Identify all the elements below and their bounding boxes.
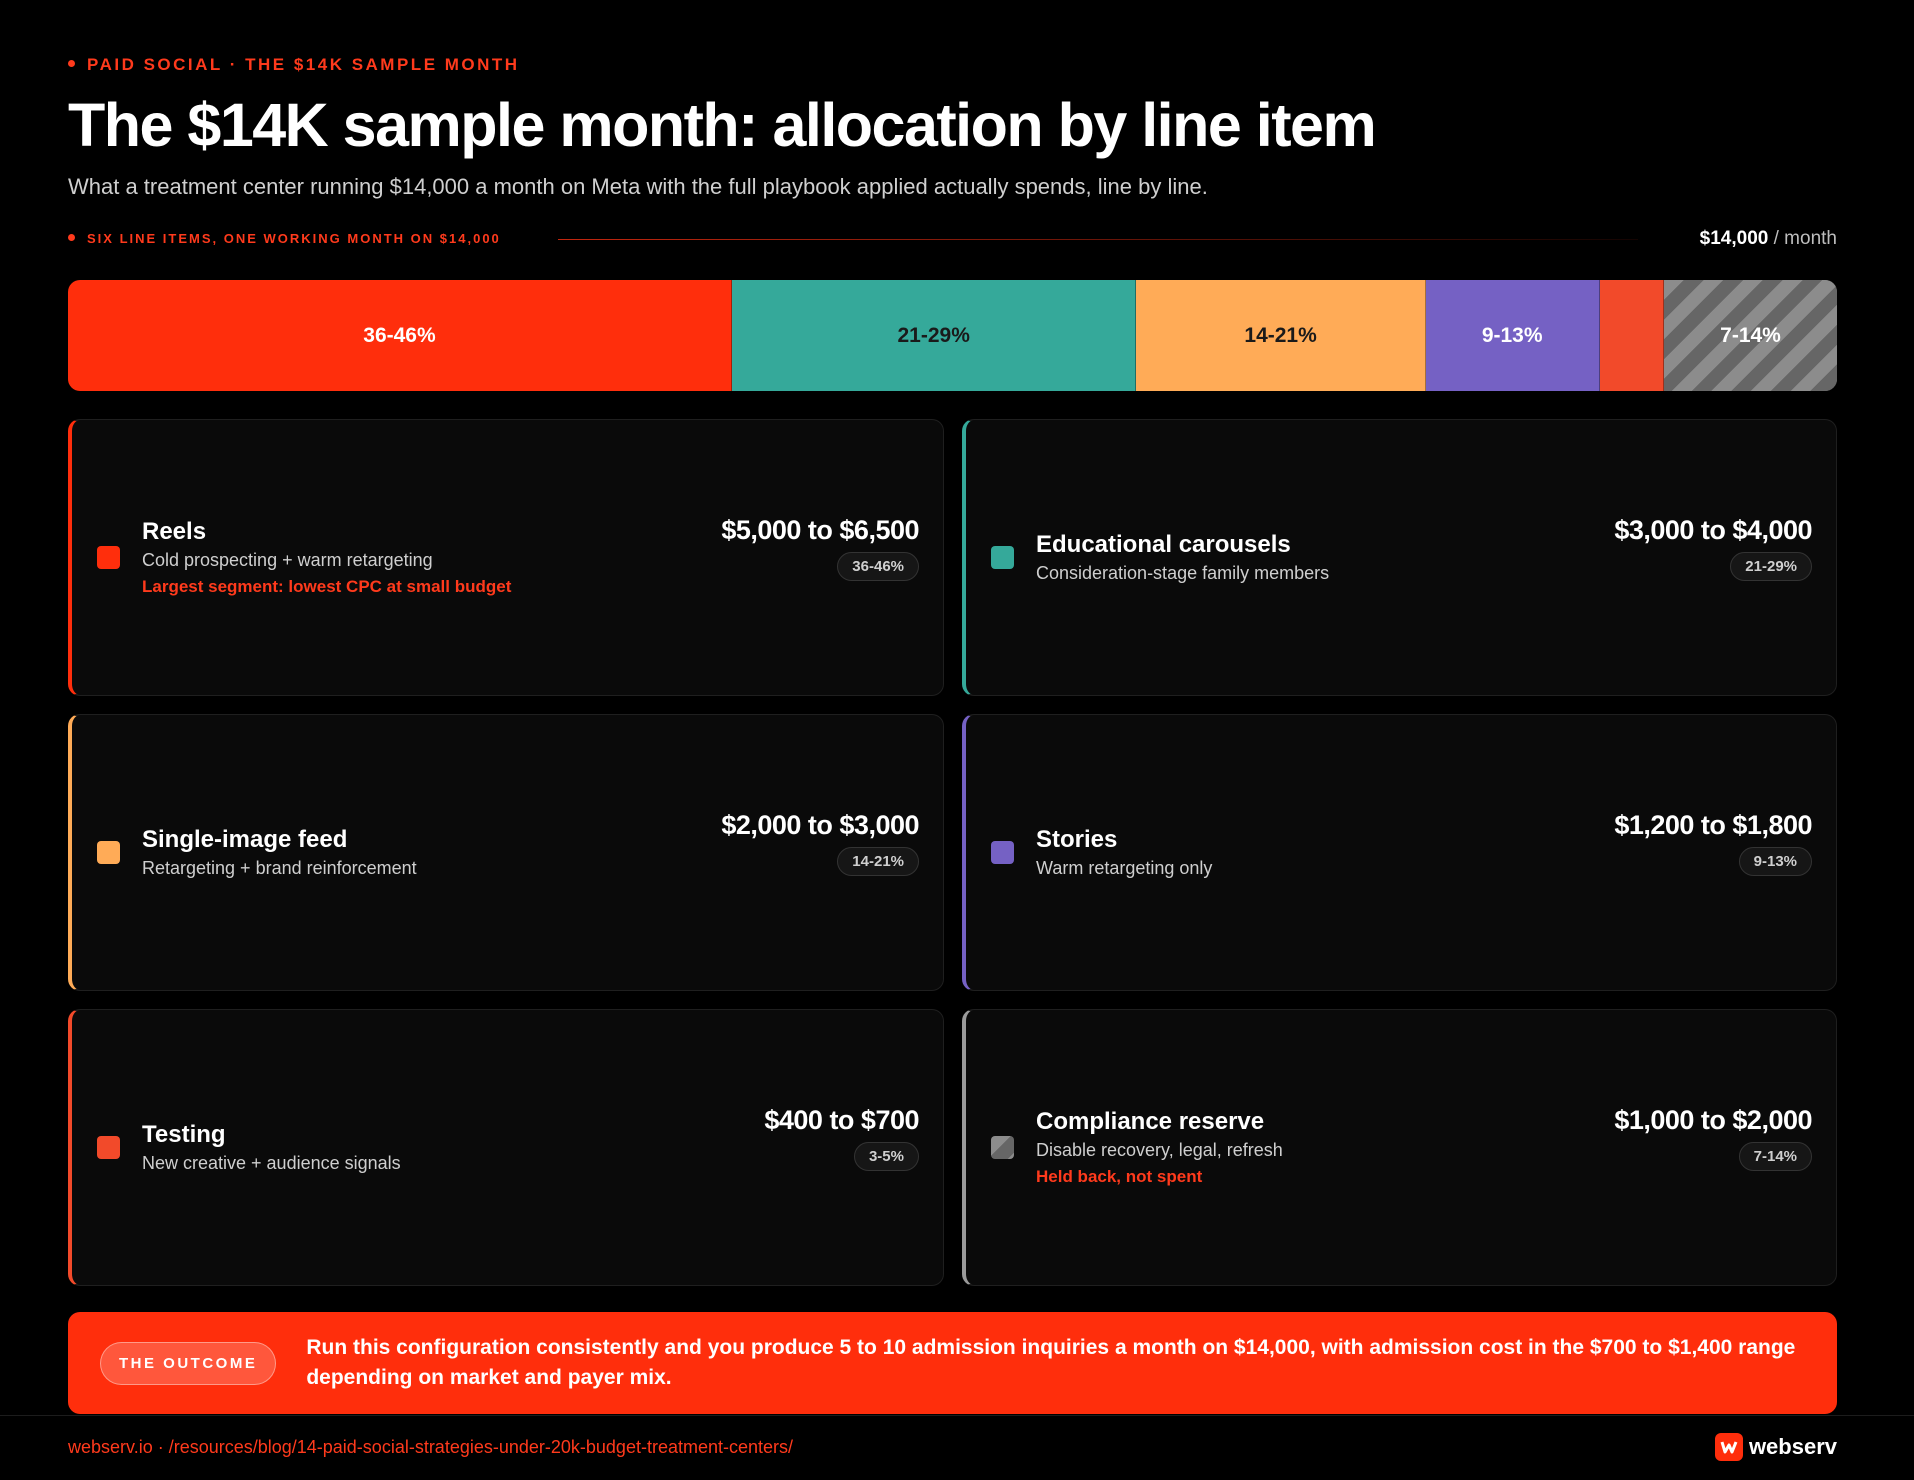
item-text: Stories Warm retargeting only: [1036, 826, 1614, 879]
item-figures: $1,200 to $1,800 9-13%: [1614, 810, 1812, 876]
item-amount: $1,200 to $1,800: [1614, 809, 1812, 840]
swatch: [991, 546, 1014, 569]
item-description: Consideration-stage family members: [1036, 563, 1330, 583]
item-figures: $1,000 to $2,000 7-14%: [1614, 1105, 1812, 1171]
total-unit: / month: [1773, 228, 1837, 249]
line-item-card: Single-image feed Retargeting + brand rei…: [68, 714, 944, 991]
total-value: $14,000: [1699, 228, 1769, 249]
swatch: [97, 546, 120, 569]
item-share: 21-29%: [1730, 551, 1812, 581]
segment-label: 14-21%: [1244, 323, 1317, 347]
eyebrow: PAID SOCIAL · THE $14K SAMPLE MONTH: [68, 55, 520, 75]
item-text: Educational carousels Consideration-stage…: [1036, 531, 1614, 584]
item-amount: $400 to $700: [764, 1104, 919, 1135]
item-amount: $2,000 to $3,000: [721, 809, 919, 840]
outcome-text: Run this configuration consistently and …: [306, 1336, 1796, 1389]
item-share: 36-46%: [837, 551, 919, 581]
line-item-card: Stories Warm retargeting only $1,200 to $1…: [962, 714, 1837, 991]
item-text: Compliance reserve Disable recovery, lega…: [1036, 1108, 1614, 1187]
swatch: [991, 841, 1014, 864]
item-text: Single-image feed Retargeting + brand rei…: [142, 826, 721, 879]
item-share: 7-14%: [1738, 1141, 1812, 1171]
swatch: [991, 1136, 1014, 1159]
outcome-label: THE OUTCOME: [100, 1341, 277, 1385]
item-share: 9-13%: [1738, 846, 1812, 876]
item-name: Compliance reserve: [1036, 1108, 1265, 1135]
brand-logo: [1714, 1433, 1743, 1461]
subtitle: What a treatment center running $14,000 …: [68, 174, 1208, 199]
item-description: Cold prospecting + warm retargeting: [142, 550, 433, 570]
brand: webserv: [1714, 1433, 1837, 1461]
bar-caption: SIX LINE ITEMS, ONE WORKING MONTH ON $14…: [68, 231, 501, 246]
item-figures: $400 to $700 3-5%: [764, 1105, 919, 1171]
item-name: Educational carousels: [1036, 531, 1291, 558]
item-note: Held back, not spent: [1036, 1167, 1203, 1186]
line-item-card: Compliance reserve Disable recovery, lega…: [962, 1009, 1837, 1286]
item-description: New creative + audience signals: [142, 1153, 401, 1173]
item-text: Testing New creative + audience signals: [142, 1121, 764, 1174]
bar-segment: 9-13%: [1425, 280, 1600, 391]
swatch: [97, 841, 120, 864]
item-name: Single-image feed: [142, 826, 348, 853]
segment-label: 21-29%: [897, 323, 970, 347]
bar-segment: 36-46%: [68, 280, 732, 391]
item-figures: $2,000 to $3,000 14-21%: [721, 810, 919, 876]
item-figures: $5,000 to $6,500 36-46%: [721, 515, 919, 581]
bar-segment: 7-14%: [1664, 280, 1837, 391]
outcome: THE OUTCOME Run this configuration consi…: [68, 1312, 1837, 1414]
bar-segment: 3-5%: [1599, 280, 1665, 391]
item-name: Stories: [1036, 826, 1118, 853]
item-description: Warm retargeting only: [1036, 858, 1213, 878]
segment-label: 9-13%: [1481, 323, 1543, 347]
item-share: 3-5%: [853, 1141, 919, 1171]
swatch: [97, 1136, 120, 1159]
brand-name: webserv: [1748, 1434, 1837, 1459]
total: $14,000 / month: [1700, 228, 1837, 250]
item-share: 14-21%: [837, 846, 919, 876]
segment-label: 36-46%: [363, 323, 436, 347]
item-amount: $3,000 to $4,000: [1614, 514, 1812, 545]
item-amount: $5,000 to $6,500: [721, 514, 919, 545]
divider: [558, 239, 1638, 240]
footer-url: webserv.io · /resources/blog/14-paid-soc…: [68, 1437, 794, 1457]
item-description: Retargeting + brand reinforcement: [142, 858, 417, 878]
bar-segment: 21-29%: [731, 280, 1137, 391]
item-description: Disable recovery, legal, refresh: [1036, 1140, 1283, 1160]
item-figures: $3,000 to $4,000 21-29%: [1614, 515, 1812, 581]
line-item-card: Testing New creative + audience signals $4…: [68, 1009, 944, 1286]
line-item-card: Educational carousels Consideration-stage…: [962, 419, 1837, 696]
bar-segment: 14-21%: [1136, 280, 1426, 391]
item-name: Testing: [142, 1121, 226, 1148]
cards: Reels Cold prospecting + warm retargeting…: [68, 419, 1837, 1286]
segment-label: 7-14%: [1720, 323, 1781, 347]
title: The $14K sample month: allocation by lin…: [68, 91, 1377, 159]
line-item-card: Reels Cold prospecting + warm retargeting…: [68, 419, 944, 696]
item-text: Reels Cold prospecting + warm retargeting…: [142, 518, 721, 597]
item-note: Largest segment: lowest CPC at small bud…: [142, 577, 512, 596]
item-name: Reels: [142, 518, 207, 545]
allocation-bar: 36-46% 21-29% 14-21% 9-13% 3-5% 7-14%: [68, 280, 1837, 391]
item-amount: $1,000 to $2,000: [1614, 1104, 1812, 1135]
footer-divider: [0, 1415, 1914, 1416]
